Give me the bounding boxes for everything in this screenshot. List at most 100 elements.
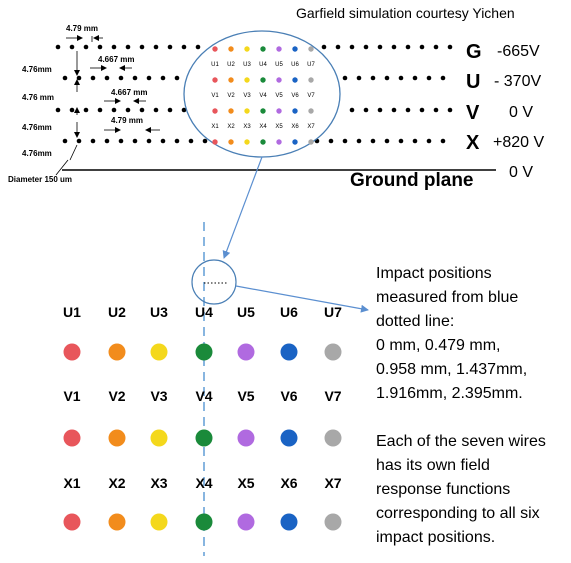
wire-label: X3: [150, 475, 167, 491]
wire-dot: [160, 75, 166, 81]
wire-dot: [440, 138, 446, 144]
wire-dot: [111, 44, 117, 50]
wire-dot-large: [150, 343, 168, 361]
wire-dot: [384, 75, 390, 81]
wire-dot: [391, 44, 397, 50]
wire-label: X5: [237, 475, 254, 491]
zoom-wire-dot: [276, 139, 282, 145]
wire-dot: [181, 44, 187, 50]
wire-dot: [139, 107, 145, 113]
note1-line: 0 mm, 0.479 mm,: [376, 337, 500, 354]
zoom-wire-label: V3: [243, 93, 251, 99]
wire-label: U7: [324, 304, 342, 320]
zoom-wire-label: X2: [227, 124, 235, 130]
note1-line: 1.916mm, 2.395mm.: [376, 385, 523, 402]
wire-label: V2: [108, 388, 125, 404]
wire-dot: [426, 75, 432, 81]
dim-pitch-x: 4.79 mm: [111, 116, 143, 125]
zoom-wire-dot: [308, 139, 314, 145]
wire-dot: [426, 138, 432, 144]
dim-pitch-g: 4.667 mm: [98, 55, 134, 64]
wire-dot: [384, 138, 390, 144]
wire-dot: [356, 138, 362, 144]
wire-dot: [433, 44, 439, 50]
wire-dot: [167, 44, 173, 50]
wire-dot: [370, 138, 376, 144]
note2-line: impact positions.: [376, 529, 495, 546]
wire-dot-large: [237, 429, 255, 447]
dim-gap-1: 4.76mm: [22, 65, 52, 74]
zoom-wire-dot: [228, 46, 234, 52]
wire-label: X1: [63, 475, 80, 491]
wire-dot: [160, 138, 166, 144]
zoom-wire-label: U1: [211, 62, 219, 68]
wire-dot: [342, 75, 348, 81]
wire-dot: [419, 107, 425, 113]
zoom-wire-label: X6: [291, 124, 299, 130]
zoom-wire-dot: [244, 139, 250, 145]
zoom-wire-label: X5: [275, 124, 283, 130]
wire-dot: [83, 44, 89, 50]
wire-dot: [146, 75, 152, 81]
wire-label: V3: [150, 388, 167, 404]
zoom-wire-dot: [308, 108, 314, 114]
wire-dot: [391, 107, 397, 113]
note2-line: Each of the seven wires: [376, 433, 546, 450]
wire-dot: [370, 75, 376, 81]
wire-dot: [342, 138, 348, 144]
wire-dot: [153, 107, 159, 113]
wire-dot: [125, 44, 131, 50]
wire-label: X2: [108, 475, 125, 491]
wire-label: X7: [324, 475, 341, 491]
dim-diameter: Diameter 150 um: [8, 175, 72, 184]
zoom-wire-label: V7: [307, 93, 315, 99]
wire-dot-large: [280, 429, 298, 447]
wire-dot: [118, 75, 124, 81]
wire-dot: [55, 107, 61, 113]
wire-label: U2: [108, 304, 126, 320]
wire-dot: [174, 75, 180, 81]
zoom-wire-label: X3: [243, 124, 251, 130]
wire-label: X6: [280, 475, 297, 491]
wire-dot-large: [108, 343, 126, 361]
wire-label: U3: [150, 304, 168, 320]
wire-dot: [398, 75, 404, 81]
wire-dot: [97, 107, 103, 113]
note1-line: dotted line:: [376, 313, 454, 330]
zoom-wire-dot: [228, 77, 234, 83]
wire-dot: [62, 138, 68, 144]
plane-labels: G -665V U - 370V V 0 V X +820 V Ground p…: [350, 41, 544, 191]
zoom-wire-label: V2: [227, 93, 235, 99]
wire-label: U5: [237, 304, 255, 320]
zoom-wire-dot: [292, 46, 298, 52]
wire-dot-large: [195, 429, 213, 447]
zoom-wire-dot: [244, 46, 250, 52]
wire-dot-large: [108, 513, 126, 531]
zoom-wire-dot: [276, 77, 282, 83]
wire-dot: [76, 75, 82, 81]
wire-dot: [132, 138, 138, 144]
wire-dot: [132, 75, 138, 81]
wire-dot: [447, 107, 453, 113]
dimension-annotations: 4.79 mm 4.667 mm 4.667 mm 4.79 mm 4.76mm…: [8, 24, 160, 184]
ground-plane-label: Ground plane: [350, 170, 474, 191]
wire-dot-large: [324, 429, 342, 447]
dim-pitch-top: 4.79 mm: [66, 24, 98, 33]
zoom-wire-label: V4: [259, 93, 267, 99]
zoom-wire-dot: [244, 77, 250, 83]
wire-dot: [167, 107, 173, 113]
wire-dot: [349, 44, 355, 50]
wire-dot-large: [324, 343, 342, 361]
wire-dot: [146, 138, 152, 144]
plane-letter-u: U: [466, 71, 480, 93]
wire-dot: [83, 107, 89, 113]
zoom-wire-dot: [212, 108, 218, 114]
wire-dot: [104, 75, 110, 81]
wire-label: V6: [280, 388, 297, 404]
zoom-wire-label: U5: [275, 62, 283, 68]
wire-dot: [76, 138, 82, 144]
note1-line: 0.958 mm, 1.437mm,: [376, 361, 527, 378]
note1-line: Impact positions: [376, 265, 492, 282]
